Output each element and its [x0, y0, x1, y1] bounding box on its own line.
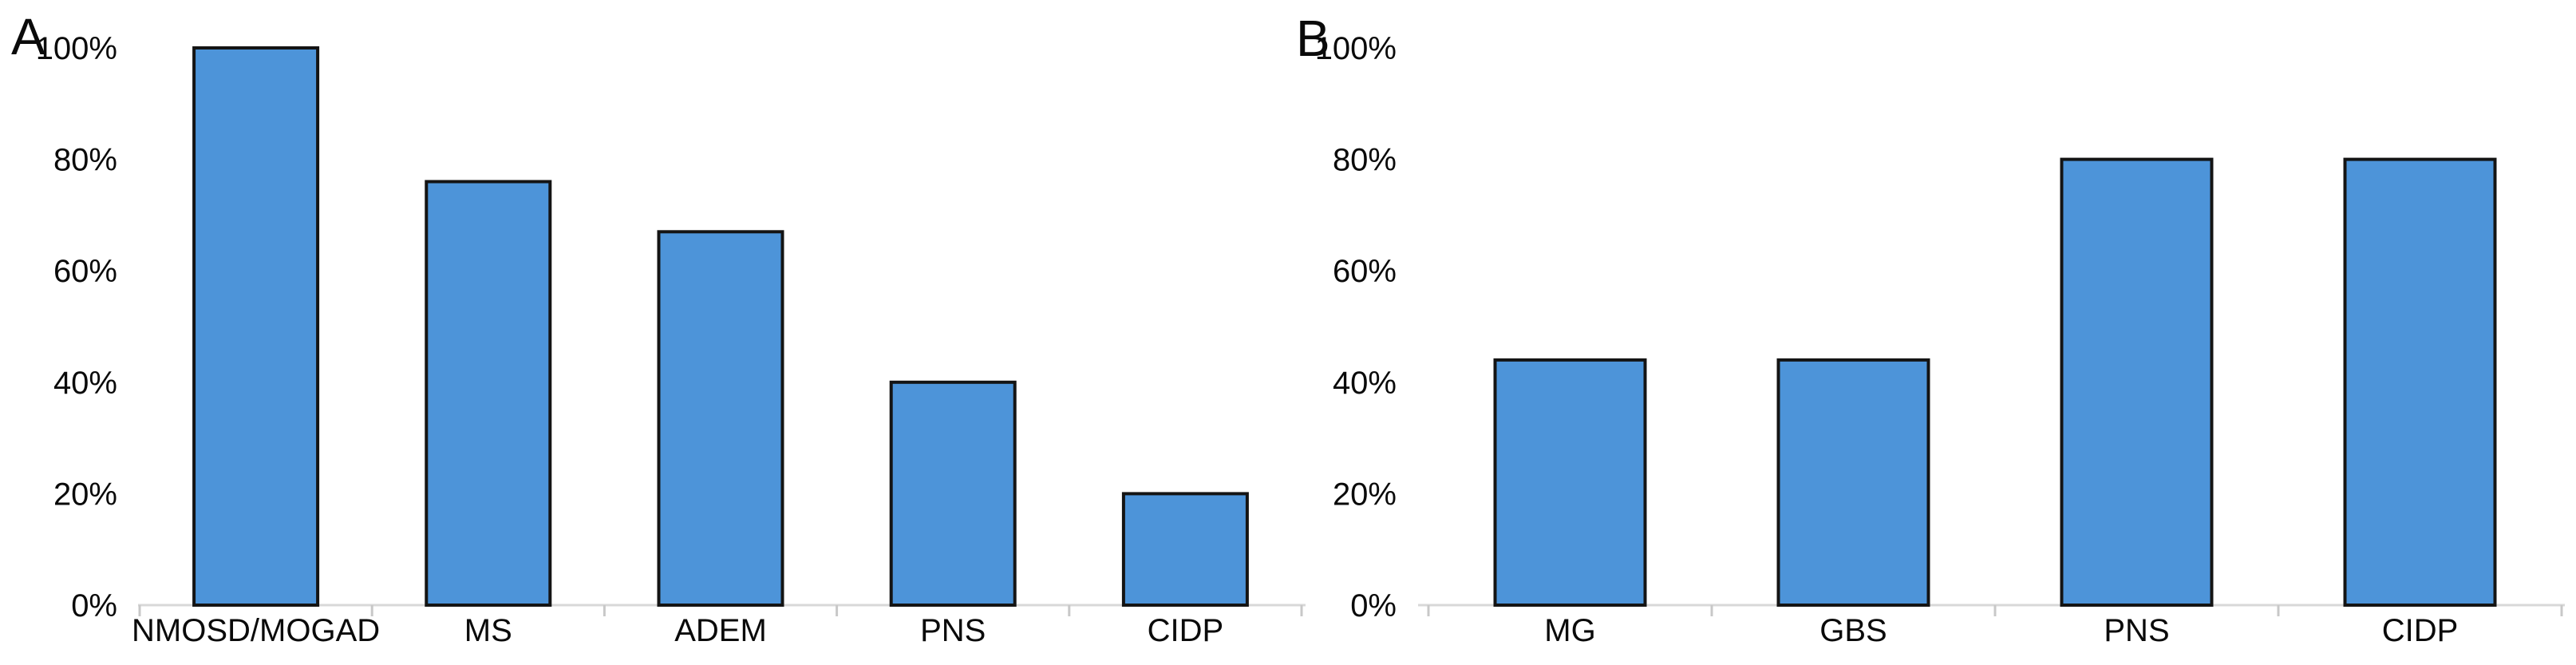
y-tick-label-100: 100% — [36, 31, 117, 66]
bar-mg — [1493, 358, 1647, 607]
bar-gbs — [1776, 358, 1930, 607]
bar-nmosd-mogad — [192, 46, 320, 607]
category-label-gbs: GBS — [1819, 613, 1887, 648]
panel-letter-a: A — [11, 8, 45, 65]
category-label-adem: ADEM — [674, 613, 767, 648]
y-tick-label-100: 100% — [1315, 31, 1397, 66]
category-label-ms: MS — [464, 613, 512, 648]
category-label-nmosd-mogad: NMOSD/MOGAD — [132, 613, 380, 648]
y-tick-label-20: 20% — [53, 477, 117, 512]
y-tick-label-40: 40% — [53, 366, 117, 401]
category-label-mg: MG — [1544, 613, 1595, 648]
bar-pns — [889, 380, 1017, 607]
panel-a: A 0% 20% 40% 60% 80% 100% NMOSD/MOGAD MS ADEM PNS C… — [11, 8, 1306, 648]
bar-cidp — [2343, 157, 2497, 608]
panel-b: B 0% 20% 40% 60% 80% 100% MG GBS PNS CIDP — [1296, 10, 2565, 648]
y-tick-label-0: 0% — [71, 588, 117, 623]
bar-pns — [2060, 157, 2214, 608]
category-label-cidp: CIDP — [2382, 613, 2459, 648]
bar-cidp — [1121, 492, 1249, 608]
bar-ms — [425, 180, 552, 607]
panel-letter-b: B — [1296, 10, 1330, 67]
category-label-pns: PNS — [920, 613, 986, 648]
category-label-cidp: CIDP — [1148, 613, 1224, 648]
y-tick-label-60: 60% — [53, 254, 117, 289]
y-tick-label-80: 80% — [53, 143, 117, 178]
y-tick-label-60: 60% — [1333, 254, 1397, 289]
y-tick-label-40: 40% — [1333, 366, 1397, 401]
y-tick-label-0: 0% — [1350, 588, 1397, 623]
y-tick-label-20: 20% — [1333, 477, 1397, 512]
category-label-pns: PNS — [2104, 613, 2169, 648]
bar-adem — [657, 230, 784, 607]
y-tick-label-80: 80% — [1333, 143, 1397, 178]
